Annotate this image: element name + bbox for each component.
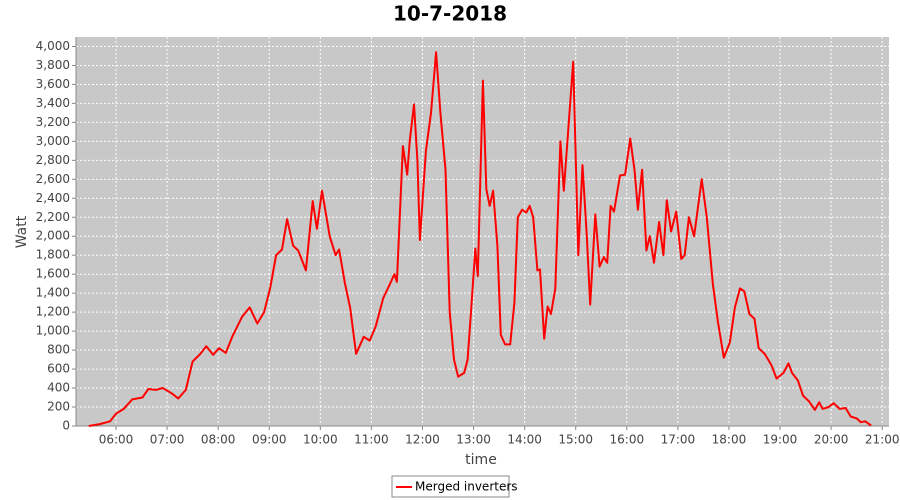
y-tick-label: 2,200: [36, 210, 70, 224]
y-tick-label: 2,000: [36, 229, 70, 243]
x-tick-label: 19:00: [763, 433, 798, 447]
y-tick-label: 400: [47, 381, 70, 395]
y-tick-label: 3,400: [36, 96, 70, 110]
x-tick-label: 13:00: [456, 433, 491, 447]
y-tick-label: 3,000: [36, 134, 70, 148]
y-tick-label: 1,000: [36, 324, 70, 338]
chart-title: 10-7-2018: [393, 2, 507, 26]
x-tick-label: 11:00: [354, 433, 389, 447]
x-tick-label: 14:00: [507, 433, 542, 447]
y-tick-label: 1,600: [36, 267, 70, 281]
y-tick-label: 200: [47, 400, 70, 414]
x-axis-label: time: [465, 452, 497, 468]
legend-label: Merged inverters: [415, 480, 518, 494]
x-tick-label: 18:00: [712, 433, 747, 447]
x-tick-label: 21:00: [865, 433, 900, 447]
y-tick-label: 4,000: [36, 39, 70, 53]
y-tick-label: 2,800: [36, 153, 70, 167]
y-tick-label: 2,400: [36, 191, 70, 205]
x-tick-label: 15:00: [558, 433, 593, 447]
legend-box: [391, 475, 510, 498]
x-tick-label: 06:00: [99, 433, 134, 447]
y-tick-label: 3,600: [36, 77, 70, 91]
y-tick-label: 800: [47, 343, 70, 357]
y-tick-label: 600: [47, 362, 70, 376]
y-tick-label: 1,200: [36, 305, 70, 319]
legend: Merged inverters: [391, 475, 518, 498]
y-tick-label: 3,800: [36, 58, 70, 72]
x-tick-label: 10:00: [303, 433, 338, 447]
series-line: [88, 51, 872, 427]
x-tick-label: 16:00: [610, 433, 645, 447]
y-tick-label: 2,600: [36, 172, 70, 186]
y-tick-label: 1,800: [36, 248, 70, 262]
y-tick-label: 1,400: [36, 286, 70, 300]
x-tick-label: 08:00: [201, 433, 236, 447]
x-tick-label: 07:00: [150, 433, 185, 447]
x-tick-label: 17:00: [661, 433, 696, 447]
y-axis-label: Watt: [14, 215, 30, 248]
x-tick-label: 20:00: [814, 433, 849, 447]
x-tick-label: 12:00: [405, 433, 440, 447]
y-tick-label: 0: [62, 419, 70, 433]
y-tick-label: 3,200: [36, 115, 70, 129]
x-tick-label: 09:00: [252, 433, 287, 447]
